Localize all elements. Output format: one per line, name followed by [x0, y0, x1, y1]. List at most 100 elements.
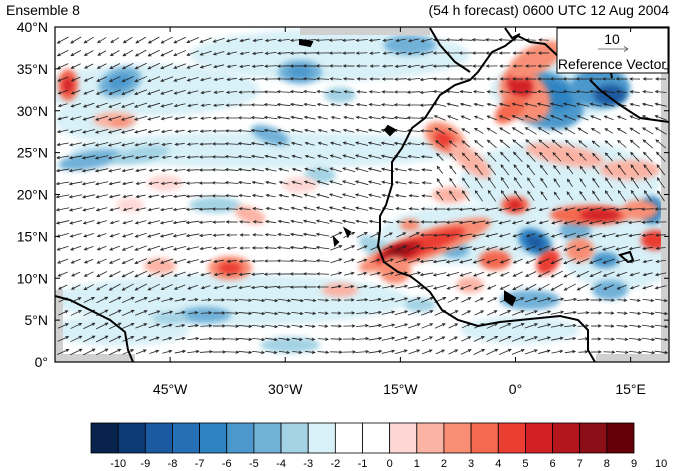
wind-vector [328, 219, 343, 224]
wind-vector [263, 90, 278, 94]
wind-vector [198, 194, 213, 198]
wind-vector [641, 324, 656, 329]
wind-vector [355, 141, 369, 146]
lat-label: 5°N [25, 312, 49, 328]
wind-vector [550, 115, 564, 121]
wind-vector [616, 271, 628, 277]
wind-vector [370, 258, 381, 263]
wind-vector [342, 51, 355, 55]
wind-vector [96, 63, 107, 69]
wind-vector [471, 51, 486, 55]
wind-vector [459, 102, 472, 107]
wind-vector [641, 220, 654, 224]
wind-vector [160, 284, 173, 290]
wind-vector [96, 245, 107, 251]
wind-vector [305, 324, 316, 328]
wind-vector [615, 77, 628, 81]
wind-vector [303, 102, 316, 107]
wind-vector [511, 220, 524, 225]
wind-vector [369, 297, 382, 302]
wind-vector [654, 90, 667, 94]
wind-vector [107, 115, 122, 121]
wind-vector [628, 233, 641, 238]
wind-vector [355, 38, 368, 42]
wind-vector [57, 336, 70, 342]
wind-vector [654, 272, 667, 277]
wind-vector [536, 102, 551, 107]
wind-vector [629, 139, 640, 149]
wind-vector [134, 245, 147, 251]
wind-vector [212, 324, 226, 328]
wind-vector [276, 102, 291, 107]
wind-vector [225, 207, 238, 211]
wind-vector [408, 194, 419, 198]
wind-vector [341, 38, 356, 42]
wind-vector [589, 102, 602, 107]
wind-vector [186, 155, 199, 159]
wind-vector [133, 102, 148, 108]
wind-vector [420, 129, 434, 133]
wind-vector [174, 129, 185, 133]
wind-vector [368, 336, 383, 341]
wind-vector [342, 141, 355, 146]
wind-vector [70, 245, 82, 251]
wind-vector [394, 284, 409, 289]
wind-vector [629, 77, 641, 81]
wind-vector [160, 89, 174, 95]
wind-vector [642, 139, 654, 149]
wind-vector [315, 38, 330, 42]
wind-vector [432, 272, 447, 277]
wind-vector [83, 89, 95, 95]
wind-vector [458, 246, 473, 251]
wind-vector [304, 298, 317, 303]
lon-label: 0° [509, 381, 522, 397]
anomaly-contour [580, 209, 620, 221]
wind-vector [487, 164, 497, 176]
wind-vector [590, 115, 602, 121]
wind-vector [629, 311, 642, 315]
anomaly-contour [324, 87, 356, 103]
wind-vector [356, 245, 368, 251]
wind-vector [576, 207, 589, 212]
colorbar-label: 2 [441, 458, 447, 470]
wind-vector [317, 115, 329, 120]
wind-vector [330, 350, 343, 354]
wind-vector [369, 77, 380, 81]
wind-vector [550, 127, 563, 135]
wind-vector [591, 324, 602, 328]
wind-vector [393, 103, 408, 107]
missing-data-southeast [596, 354, 669, 362]
wind-vector [354, 154, 369, 160]
wind-vector [498, 115, 511, 121]
wind-vector [499, 310, 512, 316]
colorbar-label: 8 [604, 458, 610, 470]
wind-vector [96, 271, 108, 277]
wind-vector [512, 310, 525, 316]
wind-vector [511, 207, 524, 212]
wind-vector [486, 139, 497, 149]
wind-vector [383, 245, 394, 251]
wind-vector [213, 90, 224, 94]
wind-vector [108, 181, 121, 186]
wind-vector [278, 350, 291, 355]
wind-vector [225, 311, 240, 315]
wind-vector [406, 116, 421, 120]
wind-vector [68, 194, 83, 199]
wind-vector [589, 258, 603, 264]
wind-vector [657, 190, 665, 202]
wind-vector [159, 245, 174, 251]
wind-vector [160, 103, 173, 108]
wind-vector [94, 168, 109, 173]
wind-vector [188, 298, 199, 302]
wind-vector [629, 90, 640, 94]
wind-vector [563, 283, 576, 291]
wind-vector [630, 164, 640, 176]
wind-vector [277, 206, 290, 211]
wind-vector [237, 116, 252, 120]
wind-vector [172, 194, 187, 199]
wind-vector [56, 142, 69, 147]
wind-vector [355, 128, 368, 133]
wind-vector [84, 63, 94, 69]
wind-vector [407, 154, 420, 159]
wind-vector [498, 207, 512, 212]
